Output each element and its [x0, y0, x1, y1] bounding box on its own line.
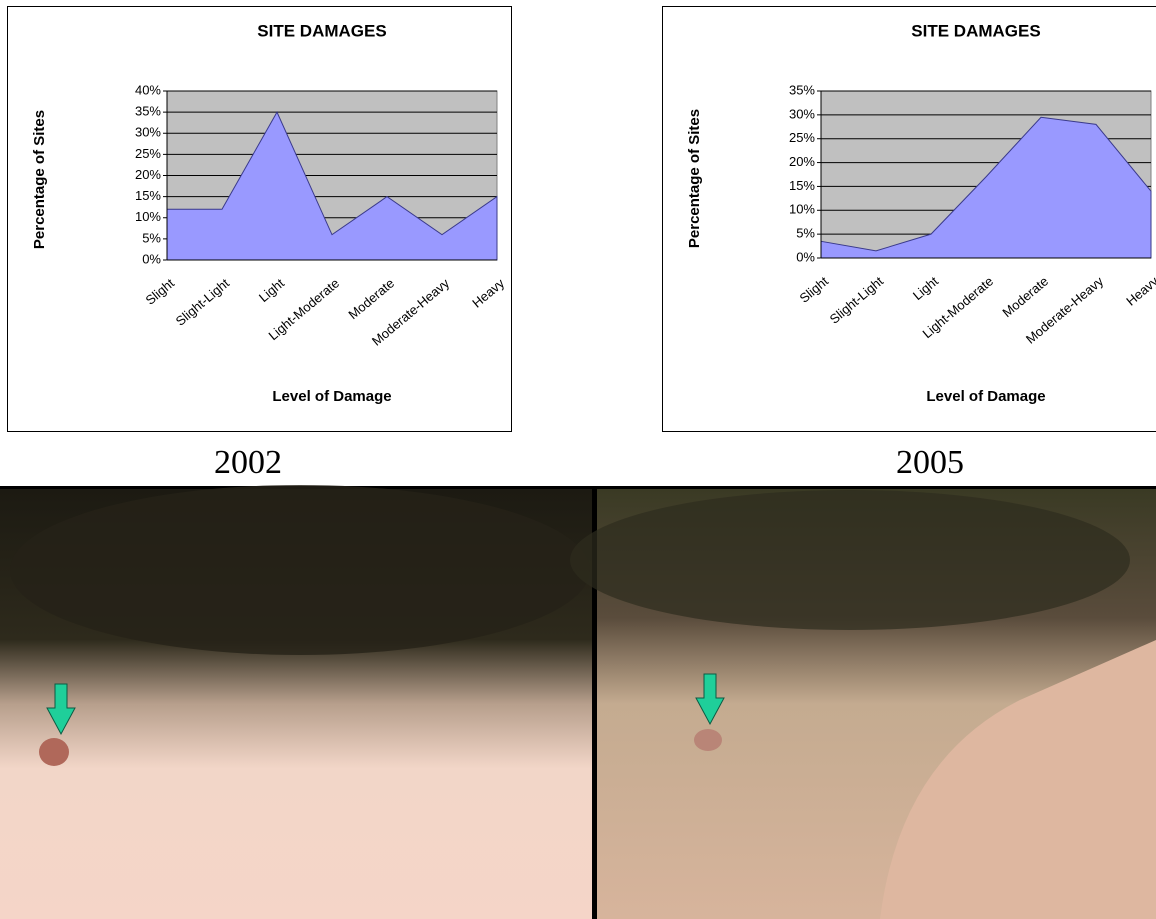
y-tick-label: 35%	[789, 82, 815, 97]
y-tick-label: 10%	[135, 209, 161, 224]
y-tick-label: 20%	[135, 167, 161, 182]
y-tick-label: 25%	[789, 130, 815, 145]
chart-title: SITE DAMAGES	[257, 21, 386, 40]
photo-shrub	[10, 485, 590, 655]
y-tick-label: 25%	[135, 146, 161, 161]
y-tick-label: 15%	[135, 188, 161, 203]
photo-rock	[694, 729, 722, 751]
chart-title: SITE DAMAGES	[911, 21, 1040, 40]
photo-rock	[39, 738, 69, 766]
arrow	[695, 673, 725, 726]
caption: 2002	[214, 444, 282, 481]
y-axis-label: Percentage of Sites	[31, 110, 48, 249]
y-tick-label: 0%	[796, 249, 815, 264]
arrow	[46, 683, 76, 736]
y-tick-label: 35%	[135, 104, 161, 119]
y-tick-label: 20%	[789, 154, 815, 169]
y-tick-label: 15%	[789, 178, 815, 193]
y-tick-label: 5%	[142, 230, 161, 245]
y-tick-label: 30%	[789, 106, 815, 121]
area	[820, 116, 1152, 259]
photo-ground	[880, 640, 1156, 919]
y-tick-label: 10%	[789, 202, 815, 217]
y-tick-label: 40%	[135, 82, 161, 97]
y-tick-label: 30%	[135, 125, 161, 140]
y-tick-label: 5%	[796, 226, 815, 241]
y-tick-label: 0%	[142, 251, 161, 266]
x-axis-label: Level of Damage	[926, 388, 1045, 405]
x-axis-label: Level of Damage	[272, 388, 391, 405]
area	[166, 111, 498, 261]
photo-shrub	[570, 490, 1130, 630]
caption: 2005	[896, 444, 964, 481]
y-axis-label: Percentage of Sites	[686, 109, 703, 248]
